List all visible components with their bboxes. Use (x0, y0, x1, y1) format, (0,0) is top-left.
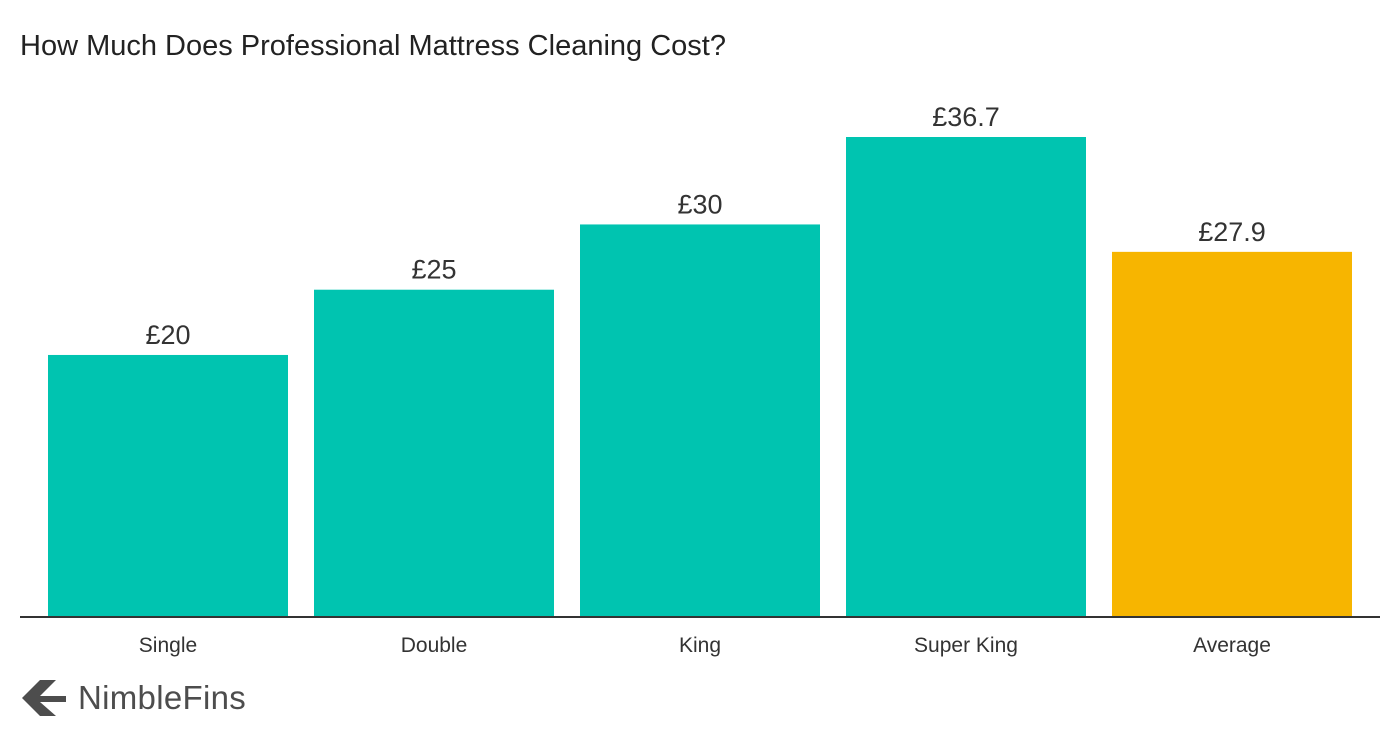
bar-king (580, 224, 820, 616)
value-labels-layer: £20 £25 £30 £36.7 £27.9 (145, 102, 1265, 350)
value-label-average: £27.9 (1198, 217, 1266, 247)
value-label-single: £20 (145, 320, 190, 350)
tick-label-average: Average (1193, 634, 1271, 657)
brand-logo: NimbleFins (20, 676, 246, 720)
tick-label-super-king: Super King (914, 634, 1018, 657)
x-axis-tick-labels: Single Double King Super King Average (139, 634, 1271, 657)
bar-single (48, 354, 288, 616)
tick-label-single: Single (139, 634, 197, 657)
value-label-super-king: £36.7 (932, 102, 1000, 132)
chart-title: How Much Does Professional Mattress Clea… (20, 30, 726, 62)
brand-name: NimbleFins (78, 679, 247, 716)
bars-layer (48, 137, 1352, 616)
tick-label-king: King (679, 634, 721, 657)
value-label-double: £25 (411, 255, 456, 285)
tick-label-double: Double (401, 634, 468, 657)
bar-double (314, 289, 554, 616)
bar-super-king (846, 137, 1086, 616)
chevron-arrow-logo-icon (22, 680, 66, 716)
bar-average (1112, 251, 1352, 616)
value-label-king: £30 (677, 189, 722, 219)
